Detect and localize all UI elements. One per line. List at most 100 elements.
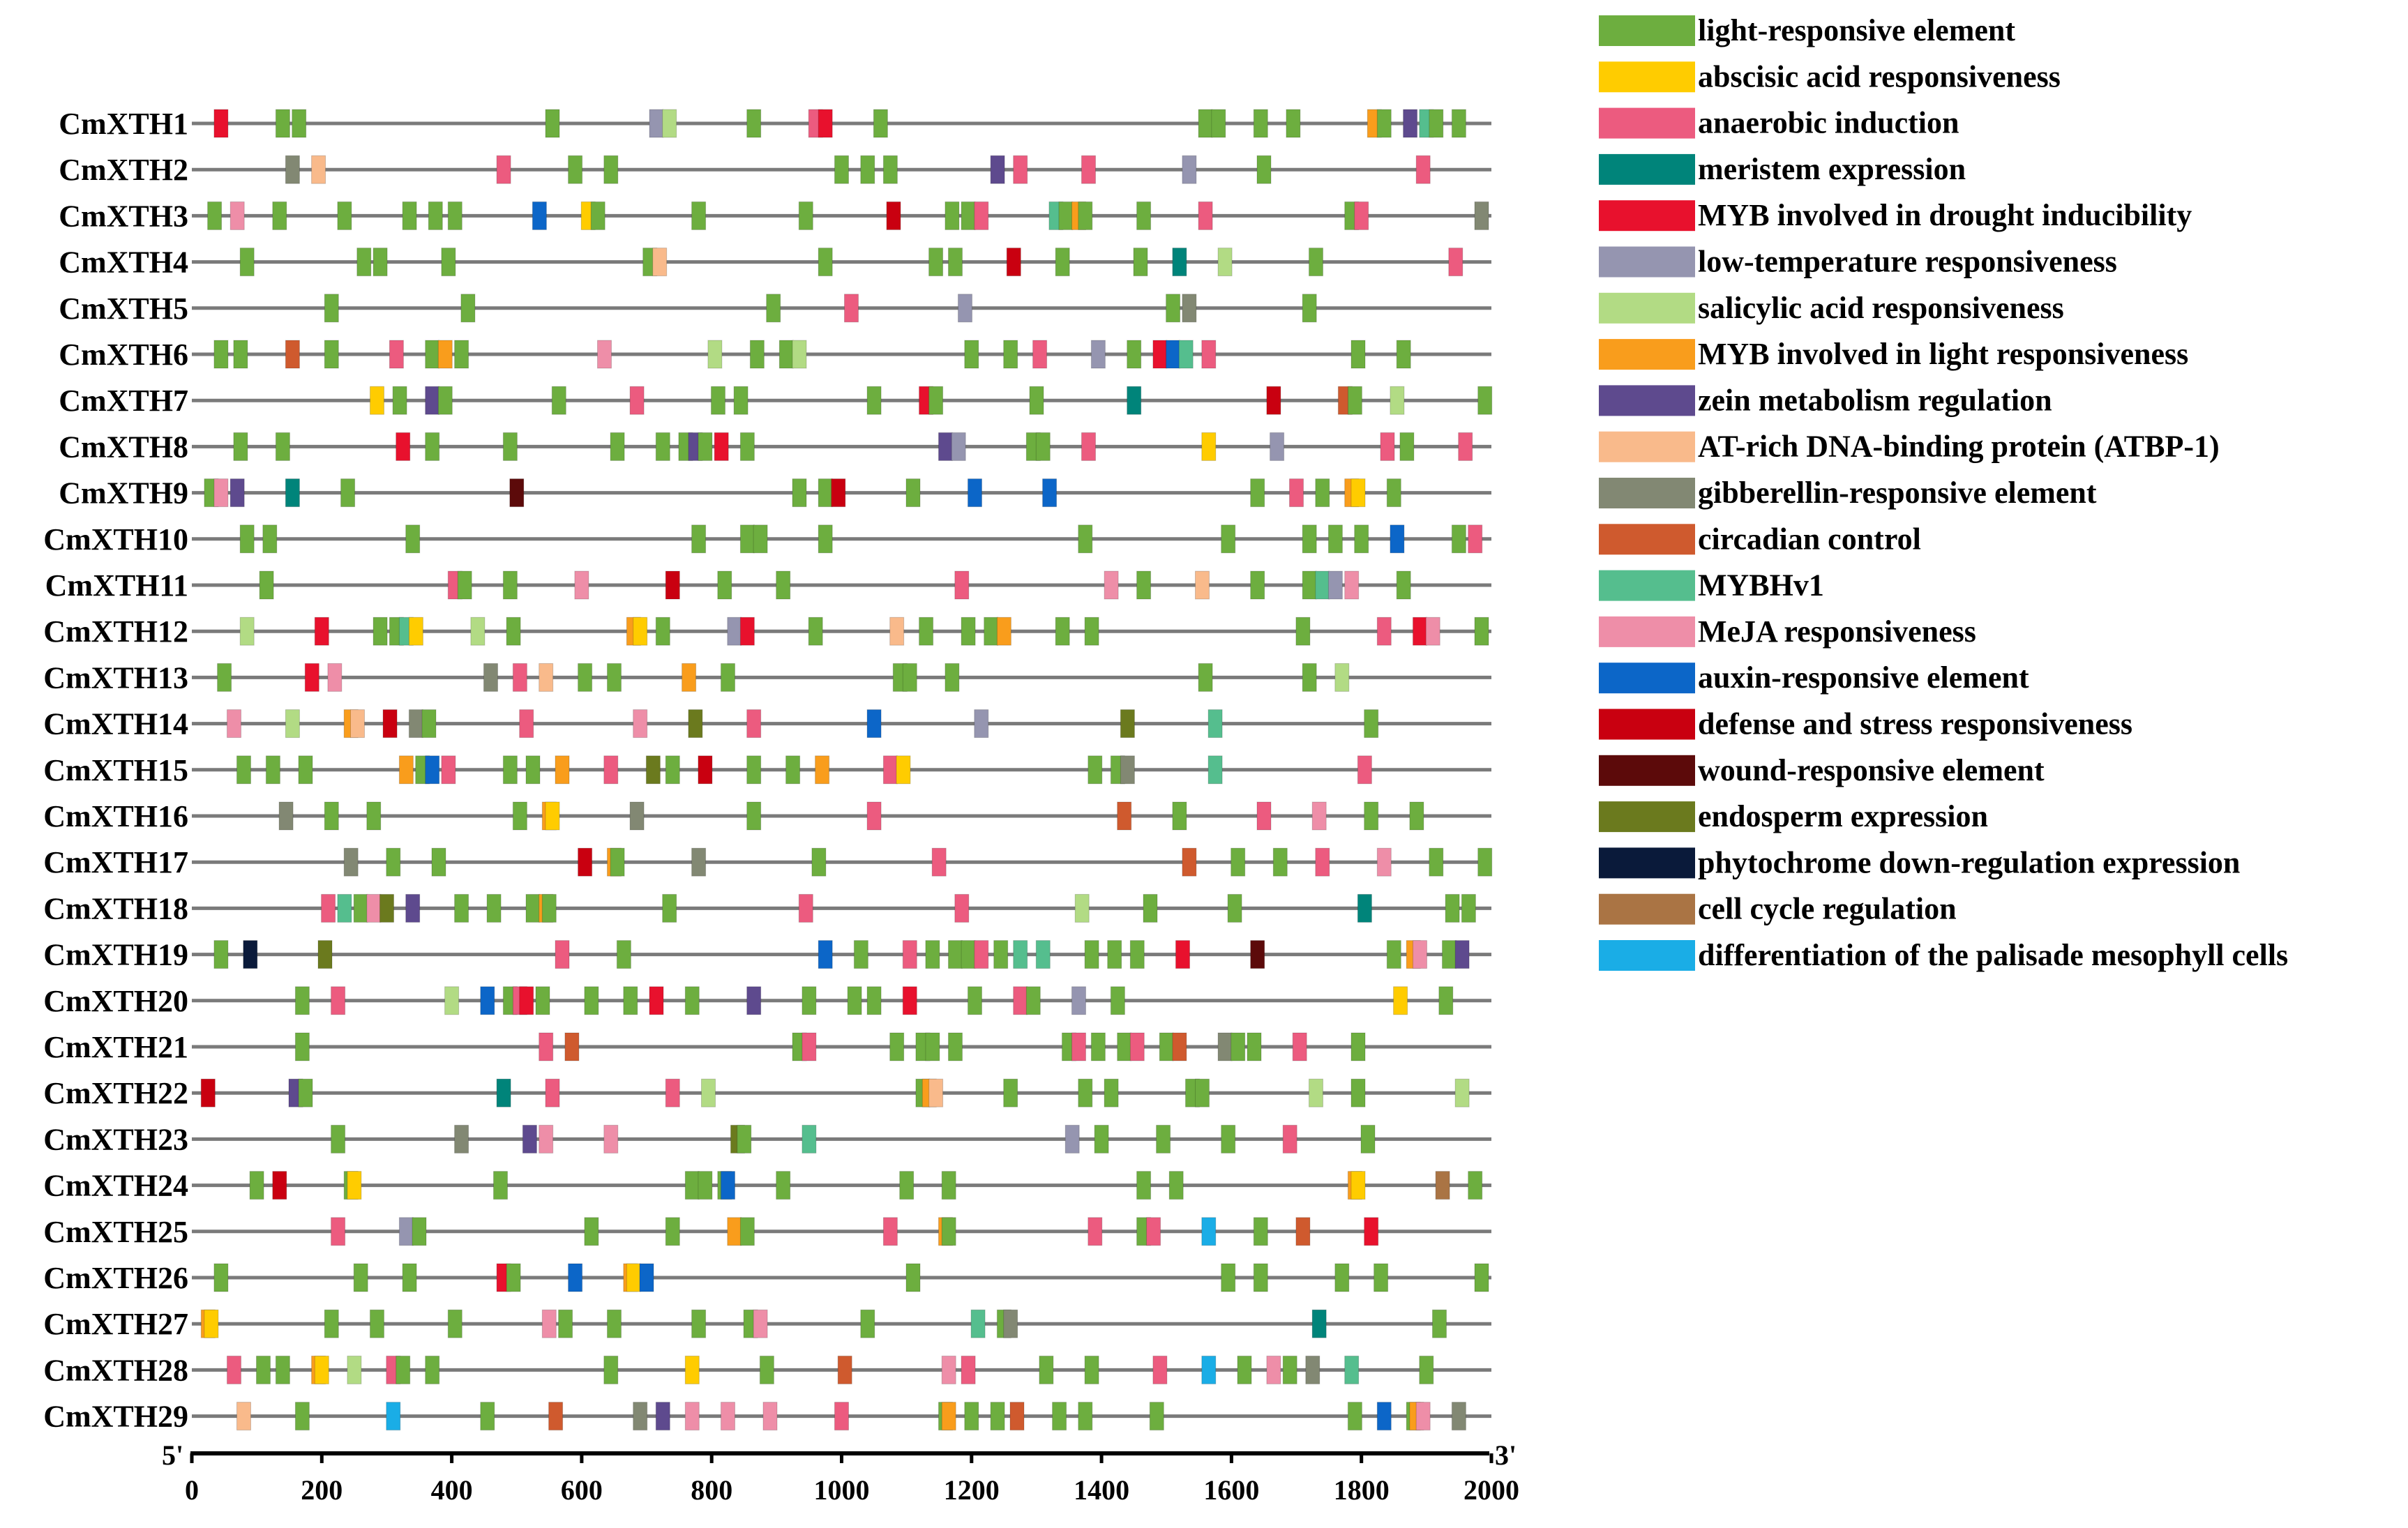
cis-element-endosperm [645,755,661,785]
cis-element-anaerobic [519,709,534,739]
cis-element-light [873,109,888,138]
cis-element-light [691,201,707,230]
legend-swatch [1599,755,1695,786]
cis-element-light [1168,1171,1184,1200]
cis-element-light [272,201,287,230]
cis-element-aba [408,617,423,646]
cis-element-light [1094,1124,1109,1153]
legend-label: defense and stress responsiveness [1698,707,2132,741]
cis-element-meja [603,1124,619,1153]
cis-element-light [1090,1032,1106,1061]
cis-element-light [431,847,446,877]
cis-element-light [486,893,502,923]
cis-element-light [808,617,823,646]
cis-element-light [541,893,557,923]
cis-element-salicylic [662,109,677,138]
gene-label: CmXTH17 [43,845,188,879]
cis-element-light [1445,893,1460,923]
cis-element-phytochrome [243,940,258,969]
gene-row: CmXTH29 [43,1400,1491,1434]
cis-element-auxin [721,1171,735,1200]
cis-element-salicylic [792,340,807,369]
cis-element-salicylic [1217,248,1233,277]
cis-element-mybhv1 [1315,570,1330,600]
cis-element-gibberellin [1182,294,1197,323]
legend-item-anaerobic: anaerobic induction [1599,106,1959,140]
cis-element-meja [541,1309,557,1338]
gene-row: CmXTH13 [43,660,1491,695]
cis-element-gibberellin [633,1402,648,1431]
cis-element-light [493,1171,508,1200]
cis-element-lowtemp [1327,570,1343,600]
cis-element-anaerobic [629,386,645,415]
cis-element-light [1477,847,1493,877]
legend-label: zein metabolism regulation [1698,383,2052,417]
cis-element-palisade [386,1402,401,1431]
cis-element-gibberellin [691,847,707,877]
cis-element-light [1211,109,1226,138]
cis-element-meja [597,340,612,369]
gene-row: CmXTH4 [59,245,1491,280]
cis-element-light [386,847,401,877]
cis-element-light [396,1355,411,1384]
cis-element-atbp [236,1402,251,1431]
cis-element-aba [1350,1171,1366,1200]
cis-element-zein [746,986,762,1015]
cis-element-light [1003,1078,1018,1107]
cis-element-light [366,801,382,831]
cis-element-light [373,617,388,646]
cis-element-anaerobic [1282,1124,1297,1153]
cis-element-light [662,893,677,923]
gene-label: CmXTH1 [59,107,188,141]
legend-swatch [1599,616,1695,647]
cis-element-light [1409,801,1424,831]
cis-element-light [925,940,940,969]
legend-item-salicylic: salicylic acid responsiveness [1599,291,2064,325]
cis-element-light [811,847,827,877]
cis-element-light [905,1263,921,1292]
cis-element-light [373,248,388,277]
cis-element-atbp [350,709,365,739]
cis-element-meja [762,1402,778,1431]
cis-element-gibberellin [454,1124,469,1153]
cis-element-salicylic [285,709,300,739]
cis-element-light [324,294,339,323]
gene-row: CmXTH2 [59,153,1491,187]
cis-element-light [213,340,229,369]
cis-element-light [928,386,944,415]
cis-element-light [948,940,963,969]
cis-element-light [759,1355,774,1384]
cis-element-light [1166,294,1181,323]
cis-element-light [1084,617,1099,646]
cis-element-light [948,1032,963,1061]
cis-element-light [905,478,921,508]
cis-element-anaerobic [746,709,762,739]
cis-element-anaerobic [954,893,970,923]
cis-element-wound [509,478,525,508]
cis-element-anaerobic [1146,1217,1161,1246]
cis-element-light [925,1032,940,1061]
cis-element-anaerobic [227,1355,241,1384]
cis-element-light [684,1171,700,1200]
cis-element-light [1334,1263,1350,1292]
gene-label: CmXTH4 [59,245,188,280]
cis-element-light [1055,617,1070,646]
tick-label: 0 [185,1474,199,1506]
gene-label: CmXTH6 [59,338,188,372]
cis-element-anaerobic [974,201,989,230]
cis-element-gibberellin [1451,1402,1466,1431]
cis-element-light [746,755,762,785]
gene-label: CmXTH12 [43,614,188,649]
cis-element-light [993,940,1009,969]
cis-element-anaerobic [603,755,619,785]
cis-element-light [353,1263,368,1292]
cis-element-anaerobic [882,1217,898,1246]
gene-row: CmXTH15 [43,753,1491,787]
cis-element-meja [574,570,589,600]
cis-element-defense [382,709,398,739]
cis-element-light [1221,1263,1236,1292]
cis-element-meristem [285,478,300,508]
cis-element-light [412,1217,427,1246]
cis-element-light [437,386,453,415]
cis-element-aba [314,1355,329,1384]
